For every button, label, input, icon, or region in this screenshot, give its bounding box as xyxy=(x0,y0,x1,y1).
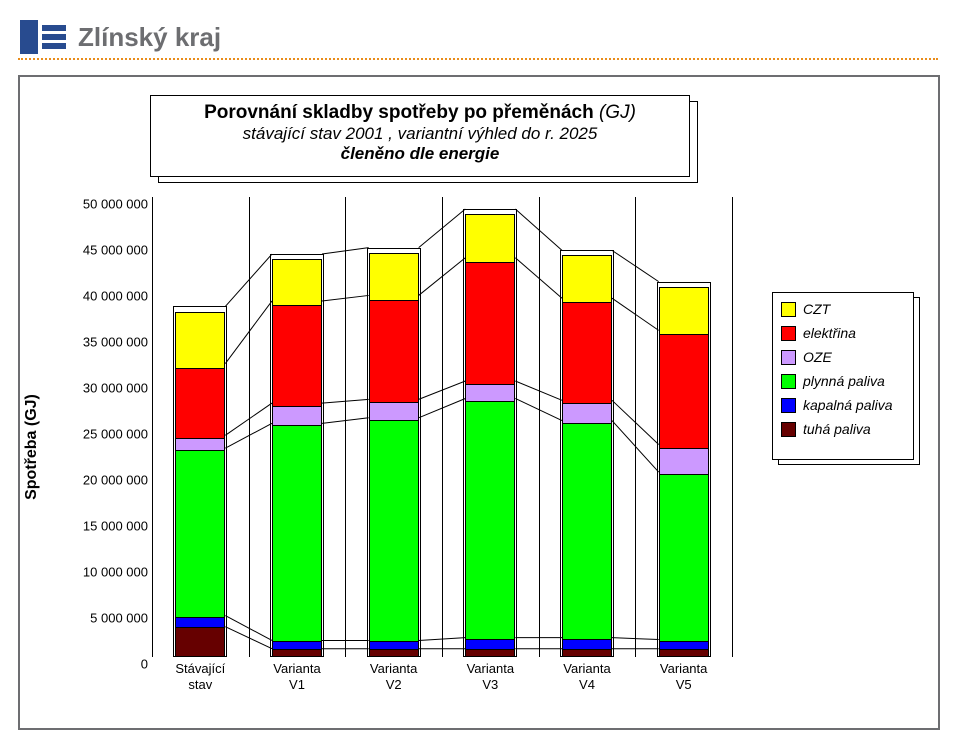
legend-label: tuhá paliva xyxy=(803,421,871,437)
bar-segment-czt xyxy=(175,312,225,369)
bar-segment-tuha xyxy=(272,649,322,657)
bar-segment-czt xyxy=(369,253,419,301)
bar-segment-plyn xyxy=(465,401,515,640)
gridline xyxy=(249,197,250,657)
legend-item-tuha: tuhá paliva xyxy=(781,421,905,437)
y-tick: 35 000 000 xyxy=(83,335,148,350)
title-line1: Porovnání skladby spotřeby po přeměnách … xyxy=(161,102,679,124)
bar-segment-czt xyxy=(465,214,515,263)
y-axis-label: Spotřeba (GJ) xyxy=(23,394,41,500)
bar-segment-czt xyxy=(659,287,709,336)
legend-label: OZE xyxy=(803,349,832,365)
title-line2: stávající stav 2001 , variantní výhled d… xyxy=(161,124,679,144)
bar-segment-elek xyxy=(465,262,515,385)
bar-stack xyxy=(465,215,515,657)
plot-area: Stávající stavVarianta V1Varianta V2Vari… xyxy=(152,197,732,657)
bar-segment-oze xyxy=(562,403,612,423)
gridline xyxy=(732,197,733,657)
bar-segment-plyn xyxy=(659,474,709,641)
legend-label: kapalná paliva xyxy=(803,397,893,413)
bar-segment-elek xyxy=(175,368,225,440)
bar-segment-elek xyxy=(369,300,419,404)
bar-segment-elek xyxy=(562,302,612,404)
legend-item-kapalna: kapalná paliva xyxy=(781,397,905,413)
chart-title-box: Porovnání skladby spotřeby po přeměnách … xyxy=(150,95,690,177)
gridline xyxy=(345,197,346,657)
bar-segment-czt xyxy=(562,255,612,303)
bar-stack xyxy=(272,260,322,657)
legend-label: elektřina xyxy=(803,325,856,341)
main-panel: Porovnání skladby spotřeby po přeměnách … xyxy=(18,75,940,730)
x-tick: Varianta V3 xyxy=(442,657,539,692)
legend-item-plyn: plynná paliva xyxy=(781,373,905,389)
gridline xyxy=(442,197,443,657)
bar-stack xyxy=(175,313,225,657)
bar-segment-plyn xyxy=(562,423,612,640)
y-axis-ticks: 05 000 00010 000 00015 000 00020 000 000… xyxy=(70,197,148,657)
legend: CZT elektřina OZE plynná paliva kapalná pali… xyxy=(772,292,914,460)
x-tick: Varianta V2 xyxy=(345,657,442,692)
y-tick: 10 000 000 xyxy=(83,565,148,580)
legend-item-elek: elektřina xyxy=(781,325,905,341)
bar-segment-plyn xyxy=(272,425,322,642)
y-tick: 45 000 000 xyxy=(83,243,148,258)
legend-swatch-kapalna xyxy=(781,398,796,413)
legend-item-oze: OZE xyxy=(781,349,905,365)
y-tick: 20 000 000 xyxy=(83,473,148,488)
legend-swatch-tuha xyxy=(781,422,796,437)
x-tick: Stávající stav xyxy=(152,657,249,692)
y-tick: 5 000 000 xyxy=(90,611,148,626)
legend-swatch-elek xyxy=(781,326,796,341)
logo-block-icon xyxy=(20,20,38,54)
gridline xyxy=(635,197,636,657)
bar-segment-elek xyxy=(659,334,709,448)
y-tick: 50 000 000 xyxy=(83,197,148,212)
bar-segment-oze xyxy=(369,402,419,420)
x-tick: Varianta V4 xyxy=(539,657,636,692)
bar-stack xyxy=(659,288,709,657)
bar-segment-elek xyxy=(272,305,322,407)
bar-segment-oze xyxy=(272,406,322,426)
bar-segment-tuha xyxy=(369,649,419,657)
x-tick: Varianta V5 xyxy=(635,657,732,692)
legend-swatch-oze xyxy=(781,350,796,365)
title-line3: členěno dle energie xyxy=(161,144,679,164)
brand-header: Zlínský kraj xyxy=(20,20,221,54)
legend-swatch-plyn xyxy=(781,374,796,389)
legend-label: CZT xyxy=(803,301,830,317)
bar-segment-czt xyxy=(272,259,322,306)
logo-bars-icon xyxy=(42,25,66,49)
legend-item-czt: CZT xyxy=(781,301,905,317)
y-tick: 0 xyxy=(141,657,148,672)
bar-segment-oze xyxy=(659,448,709,476)
bar-stack xyxy=(369,254,419,657)
y-tick: 30 000 000 xyxy=(83,381,148,396)
gridline xyxy=(152,197,153,657)
bar-segment-tuha xyxy=(562,649,612,657)
bar-segment-plyn xyxy=(369,420,419,643)
bar-segment-plyn xyxy=(175,450,225,617)
y-tick: 40 000 000 xyxy=(83,289,148,304)
gridline xyxy=(539,197,540,657)
y-tick: 15 000 000 xyxy=(83,519,148,534)
y-tick: 25 000 000 xyxy=(83,427,148,442)
chart: Spotřeba (GJ) 05 000 00010 000 00015 000… xyxy=(70,197,750,697)
bar-segment-oze xyxy=(465,384,515,401)
brand-text: Zlínský kraj xyxy=(78,22,221,53)
bar-segment-tuha xyxy=(659,649,709,657)
x-tick: Varianta V1 xyxy=(249,657,346,692)
header-divider xyxy=(18,58,938,60)
bar-stack xyxy=(562,256,612,657)
bar-segment-tuha xyxy=(465,649,515,657)
legend-swatch-czt xyxy=(781,302,796,317)
bar-segment-tuha xyxy=(175,627,225,657)
legend-label: plynná paliva xyxy=(803,373,885,389)
